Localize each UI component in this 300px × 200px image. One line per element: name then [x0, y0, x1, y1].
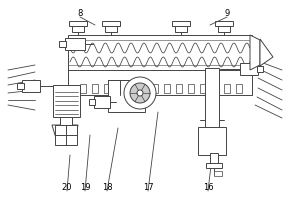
Polygon shape [260, 39, 273, 66]
Bar [22, 80, 40, 92]
Bar [104, 84, 110, 93]
Bar [164, 84, 170, 93]
Bar [214, 171, 222, 176]
Bar [80, 84, 86, 93]
Text: 17: 17 [143, 182, 153, 192]
Bar [68, 35, 252, 95]
Bar [140, 84, 146, 93]
Bar [102, 21, 120, 26]
Bar [59, 41, 66, 47]
Bar [53, 85, 80, 117]
Bar [116, 84, 122, 93]
Text: 9: 9 [224, 8, 230, 18]
Polygon shape [250, 35, 260, 70]
Bar [128, 84, 134, 93]
Bar [152, 84, 158, 93]
Text: 16: 16 [203, 182, 213, 192]
Bar [218, 26, 230, 32]
Bar [172, 21, 190, 26]
Bar [215, 21, 233, 26]
Text: 19: 19 [80, 182, 90, 192]
Bar [210, 153, 218, 165]
Bar [205, 68, 219, 128]
Bar [200, 84, 206, 93]
Bar [60, 117, 72, 125]
Bar [55, 125, 77, 145]
Circle shape [137, 90, 143, 96]
Bar [236, 84, 242, 93]
Bar [257, 66, 263, 72]
Bar [72, 26, 84, 32]
Text: 18: 18 [102, 182, 112, 192]
Bar [188, 84, 194, 93]
Bar [240, 63, 258, 75]
Text: 20: 20 [62, 182, 72, 192]
Bar [198, 127, 226, 155]
Circle shape [130, 83, 150, 103]
Bar [175, 26, 187, 32]
Bar [69, 21, 87, 26]
Polygon shape [52, 125, 78, 145]
Bar [206, 163, 222, 168]
Bar [89, 99, 95, 105]
Bar [17, 83, 24, 89]
Circle shape [124, 77, 156, 109]
Bar [65, 38, 85, 50]
Bar [108, 80, 145, 112]
Bar [224, 84, 230, 93]
Text: 8: 8 [77, 8, 83, 18]
Bar [176, 84, 182, 93]
Bar [92, 84, 98, 93]
Bar [94, 96, 110, 108]
Bar [105, 26, 117, 32]
Bar [212, 84, 218, 93]
